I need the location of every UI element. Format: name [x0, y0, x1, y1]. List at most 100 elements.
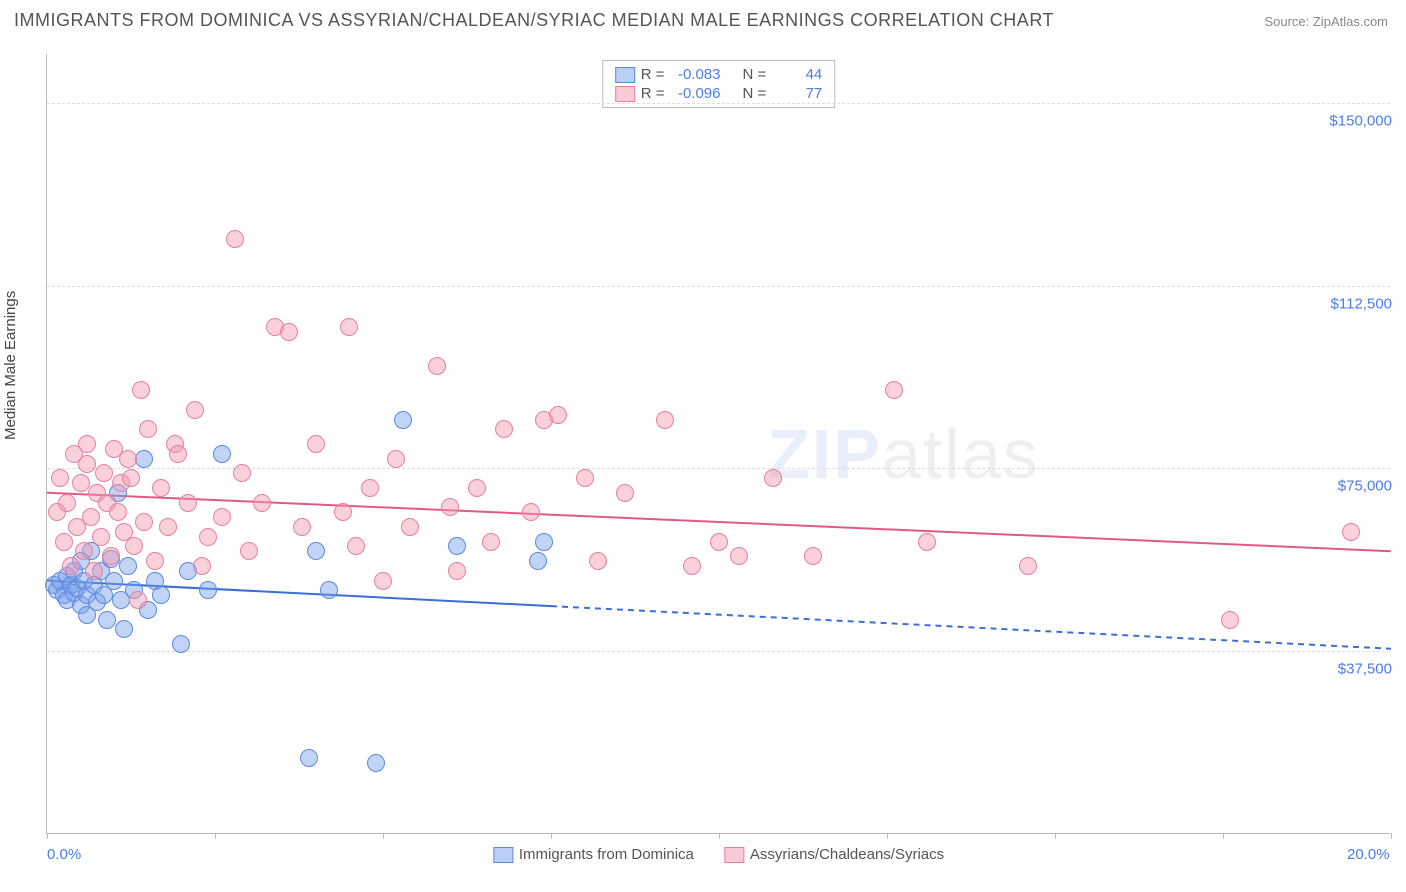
data-point [522, 503, 540, 521]
data-point [401, 518, 419, 536]
data-point [82, 508, 100, 526]
legend-swatch [615, 67, 635, 83]
data-point [125, 537, 143, 555]
data-point [55, 533, 73, 551]
data-point [78, 435, 96, 453]
correlation-legend: R =-0.083N =44R =-0.096N =77 [602, 60, 836, 108]
data-point [549, 406, 567, 424]
legend-swatch [724, 847, 744, 863]
data-point [320, 581, 338, 599]
data-point [135, 513, 153, 531]
data-point [119, 557, 137, 575]
data-point [374, 572, 392, 590]
data-point [129, 591, 147, 609]
data-point [710, 533, 728, 551]
data-point [95, 464, 113, 482]
chart-container: IMMIGRANTS FROM DOMINICA VS ASSYRIAN/CHA… [0, 0, 1406, 892]
data-point [109, 503, 127, 521]
data-point [589, 552, 607, 570]
data-point [119, 450, 137, 468]
legend-corr-row: R =-0.083N =44 [615, 65, 823, 84]
trendlines [47, 54, 1391, 834]
data-point [139, 420, 157, 438]
data-point [152, 586, 170, 604]
legend-swatch [493, 847, 513, 863]
x-tick-label: 0.0% [47, 846, 81, 863]
data-point [918, 533, 936, 551]
data-point [394, 411, 412, 429]
data-point [730, 547, 748, 565]
data-point [367, 754, 385, 772]
data-point [280, 323, 298, 341]
data-point [62, 557, 80, 575]
data-point [75, 542, 93, 560]
x-tick-mark [215, 833, 216, 839]
data-point [172, 635, 190, 653]
y-tick-label: $112,500 [1325, 295, 1392, 312]
data-point [159, 518, 177, 536]
x-tick-mark [47, 833, 48, 839]
data-point [1221, 611, 1239, 629]
gridline [47, 651, 1390, 652]
data-point [186, 401, 204, 419]
n-label: N = [743, 66, 767, 83]
data-point [179, 494, 197, 512]
data-point [132, 381, 150, 399]
data-point [135, 450, 153, 468]
watermark-atlas: atlas [882, 415, 1040, 493]
n-label: N = [743, 85, 767, 102]
data-point [340, 318, 358, 336]
y-tick-label: $37,500 [1332, 661, 1392, 678]
data-point [1342, 523, 1360, 541]
data-point [213, 445, 231, 463]
data-point [361, 479, 379, 497]
data-point [576, 469, 594, 487]
data-point [51, 469, 69, 487]
data-point [448, 537, 466, 555]
data-point [253, 494, 271, 512]
data-point [58, 494, 76, 512]
data-point [1019, 557, 1037, 575]
watermark-zip: ZIP [767, 415, 882, 493]
data-point [115, 620, 133, 638]
data-point [226, 230, 244, 248]
legend-label: Assyrians/Chaldeans/Syriacs [750, 846, 944, 863]
data-point [72, 474, 90, 492]
x-tick-mark [551, 833, 552, 839]
data-point [535, 533, 553, 551]
data-point [428, 357, 446, 375]
y-tick-label: $150,000 [1323, 112, 1392, 129]
data-point [146, 552, 164, 570]
data-point [495, 420, 513, 438]
data-point [885, 381, 903, 399]
chart-title: IMMIGRANTS FROM DOMINICA VS ASSYRIAN/CHA… [14, 10, 1054, 31]
data-point [529, 552, 547, 570]
x-tick-mark [1055, 833, 1056, 839]
x-tick-mark [719, 833, 720, 839]
legend-corr-row: R =-0.096N =77 [615, 84, 823, 103]
data-point [441, 498, 459, 516]
data-point [213, 508, 231, 526]
gridline [47, 286, 1390, 287]
data-point [804, 547, 822, 565]
data-point [169, 445, 187, 463]
data-point [448, 562, 466, 580]
x-tick-mark [1391, 833, 1392, 839]
n-value: 77 [772, 85, 822, 102]
watermark: ZIPatlas [767, 414, 1040, 494]
data-point [347, 537, 365, 555]
r-label: R = [641, 66, 665, 83]
data-point [105, 572, 123, 590]
data-point [92, 528, 110, 546]
legend-swatch [615, 86, 635, 102]
r-label: R = [641, 85, 665, 102]
data-point [240, 542, 258, 560]
chart-plot-area: ZIPatlas R =-0.083N =44R =-0.096N =77 Im… [46, 54, 1390, 834]
data-point [334, 503, 352, 521]
source-attribution: Source: ZipAtlas.com [1264, 14, 1388, 29]
data-point [307, 435, 325, 453]
data-point [152, 479, 170, 497]
data-point [387, 450, 405, 468]
data-point [683, 557, 701, 575]
x-tick-label: 20.0% [1347, 846, 1390, 863]
